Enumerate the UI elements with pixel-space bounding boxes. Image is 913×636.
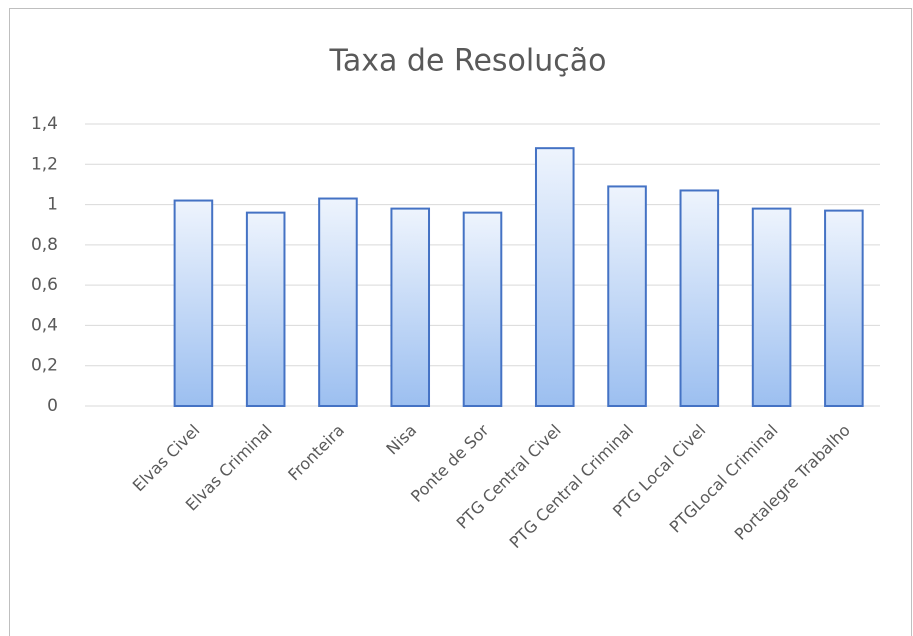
bar <box>173 199 214 407</box>
bar <box>462 211 503 407</box>
bar <box>390 207 431 407</box>
y-tick-label: 0,4 <box>31 315 58 335</box>
bar <box>751 207 792 407</box>
bar <box>534 147 575 408</box>
bar <box>607 185 647 407</box>
chart-title: Taxa de Resolução <box>329 44 607 79</box>
bar <box>824 209 864 407</box>
y-tick-label: 1 <box>47 195 58 215</box>
bar <box>245 211 286 407</box>
y-tick-label: 0,8 <box>31 235 58 255</box>
y-tick-label: 0 <box>47 396 58 416</box>
y-tick-label: 1,2 <box>31 154 58 174</box>
bar <box>318 197 358 407</box>
bar <box>679 189 720 407</box>
y-tick-label: 0,2 <box>31 356 58 376</box>
y-tick-label: 0,6 <box>31 275 58 295</box>
y-tick-label: 1,4 <box>31 114 58 134</box>
